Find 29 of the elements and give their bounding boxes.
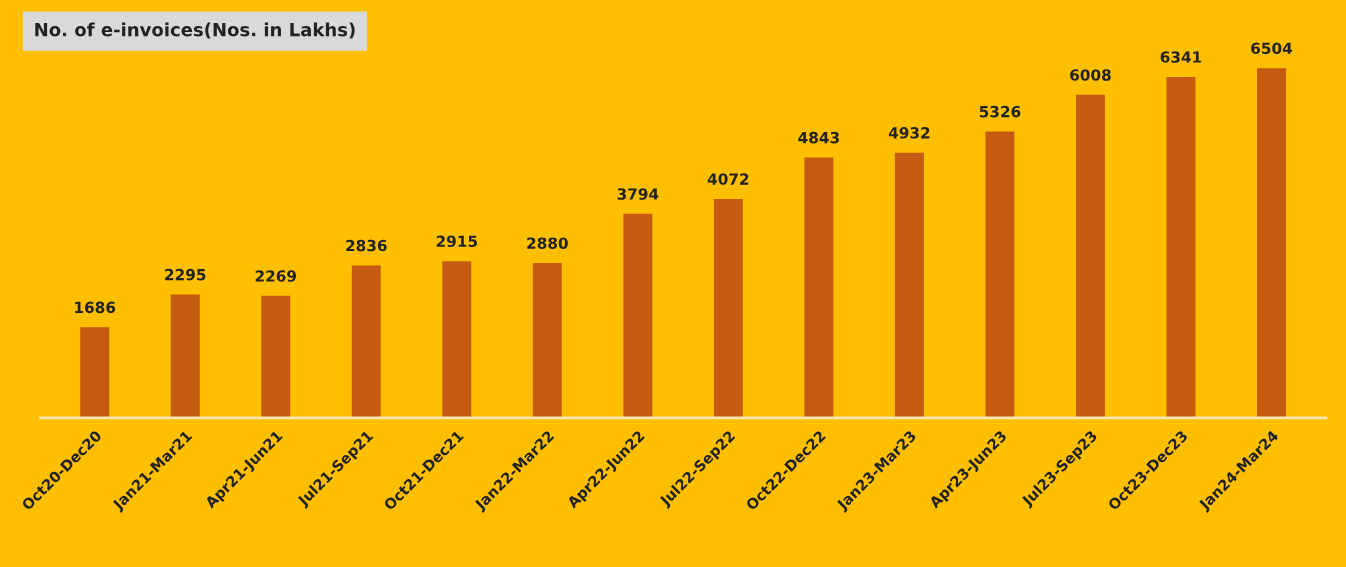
data-label: 4072 [707, 173, 749, 185]
data-label: 2295 [165, 268, 206, 281]
data-label: 5326 [979, 105, 1021, 118]
bar [442, 261, 472, 418]
data-label: 2269 [255, 270, 297, 282]
bar [623, 213, 653, 418]
bar [80, 327, 110, 418]
bar [894, 152, 924, 418]
bar [1166, 76, 1196, 418]
data-label: 4932 [888, 127, 930, 139]
chart-title: No. of e-invoices(Nos. in Lakhs) [35, 22, 355, 39]
data-label: 2880 [527, 237, 568, 249]
bar [261, 295, 291, 418]
bar [985, 131, 1015, 418]
bar [713, 198, 743, 418]
data-label: 2915 [436, 235, 477, 248]
bar [1257, 68, 1286, 418]
bar [1075, 94, 1105, 418]
data-label: 3794 [617, 188, 659, 200]
data-label: 6341 [1160, 51, 1202, 63]
data-label: 4843 [798, 131, 839, 144]
bar [532, 263, 562, 418]
bar [804, 157, 834, 418]
data-label: 6504 [1251, 42, 1293, 55]
data-label: 6008 [1070, 69, 1111, 81]
bar [170, 294, 200, 418]
data-label: 1686 [75, 301, 116, 314]
data-label: 2836 [346, 239, 387, 252]
bar [351, 265, 381, 418]
